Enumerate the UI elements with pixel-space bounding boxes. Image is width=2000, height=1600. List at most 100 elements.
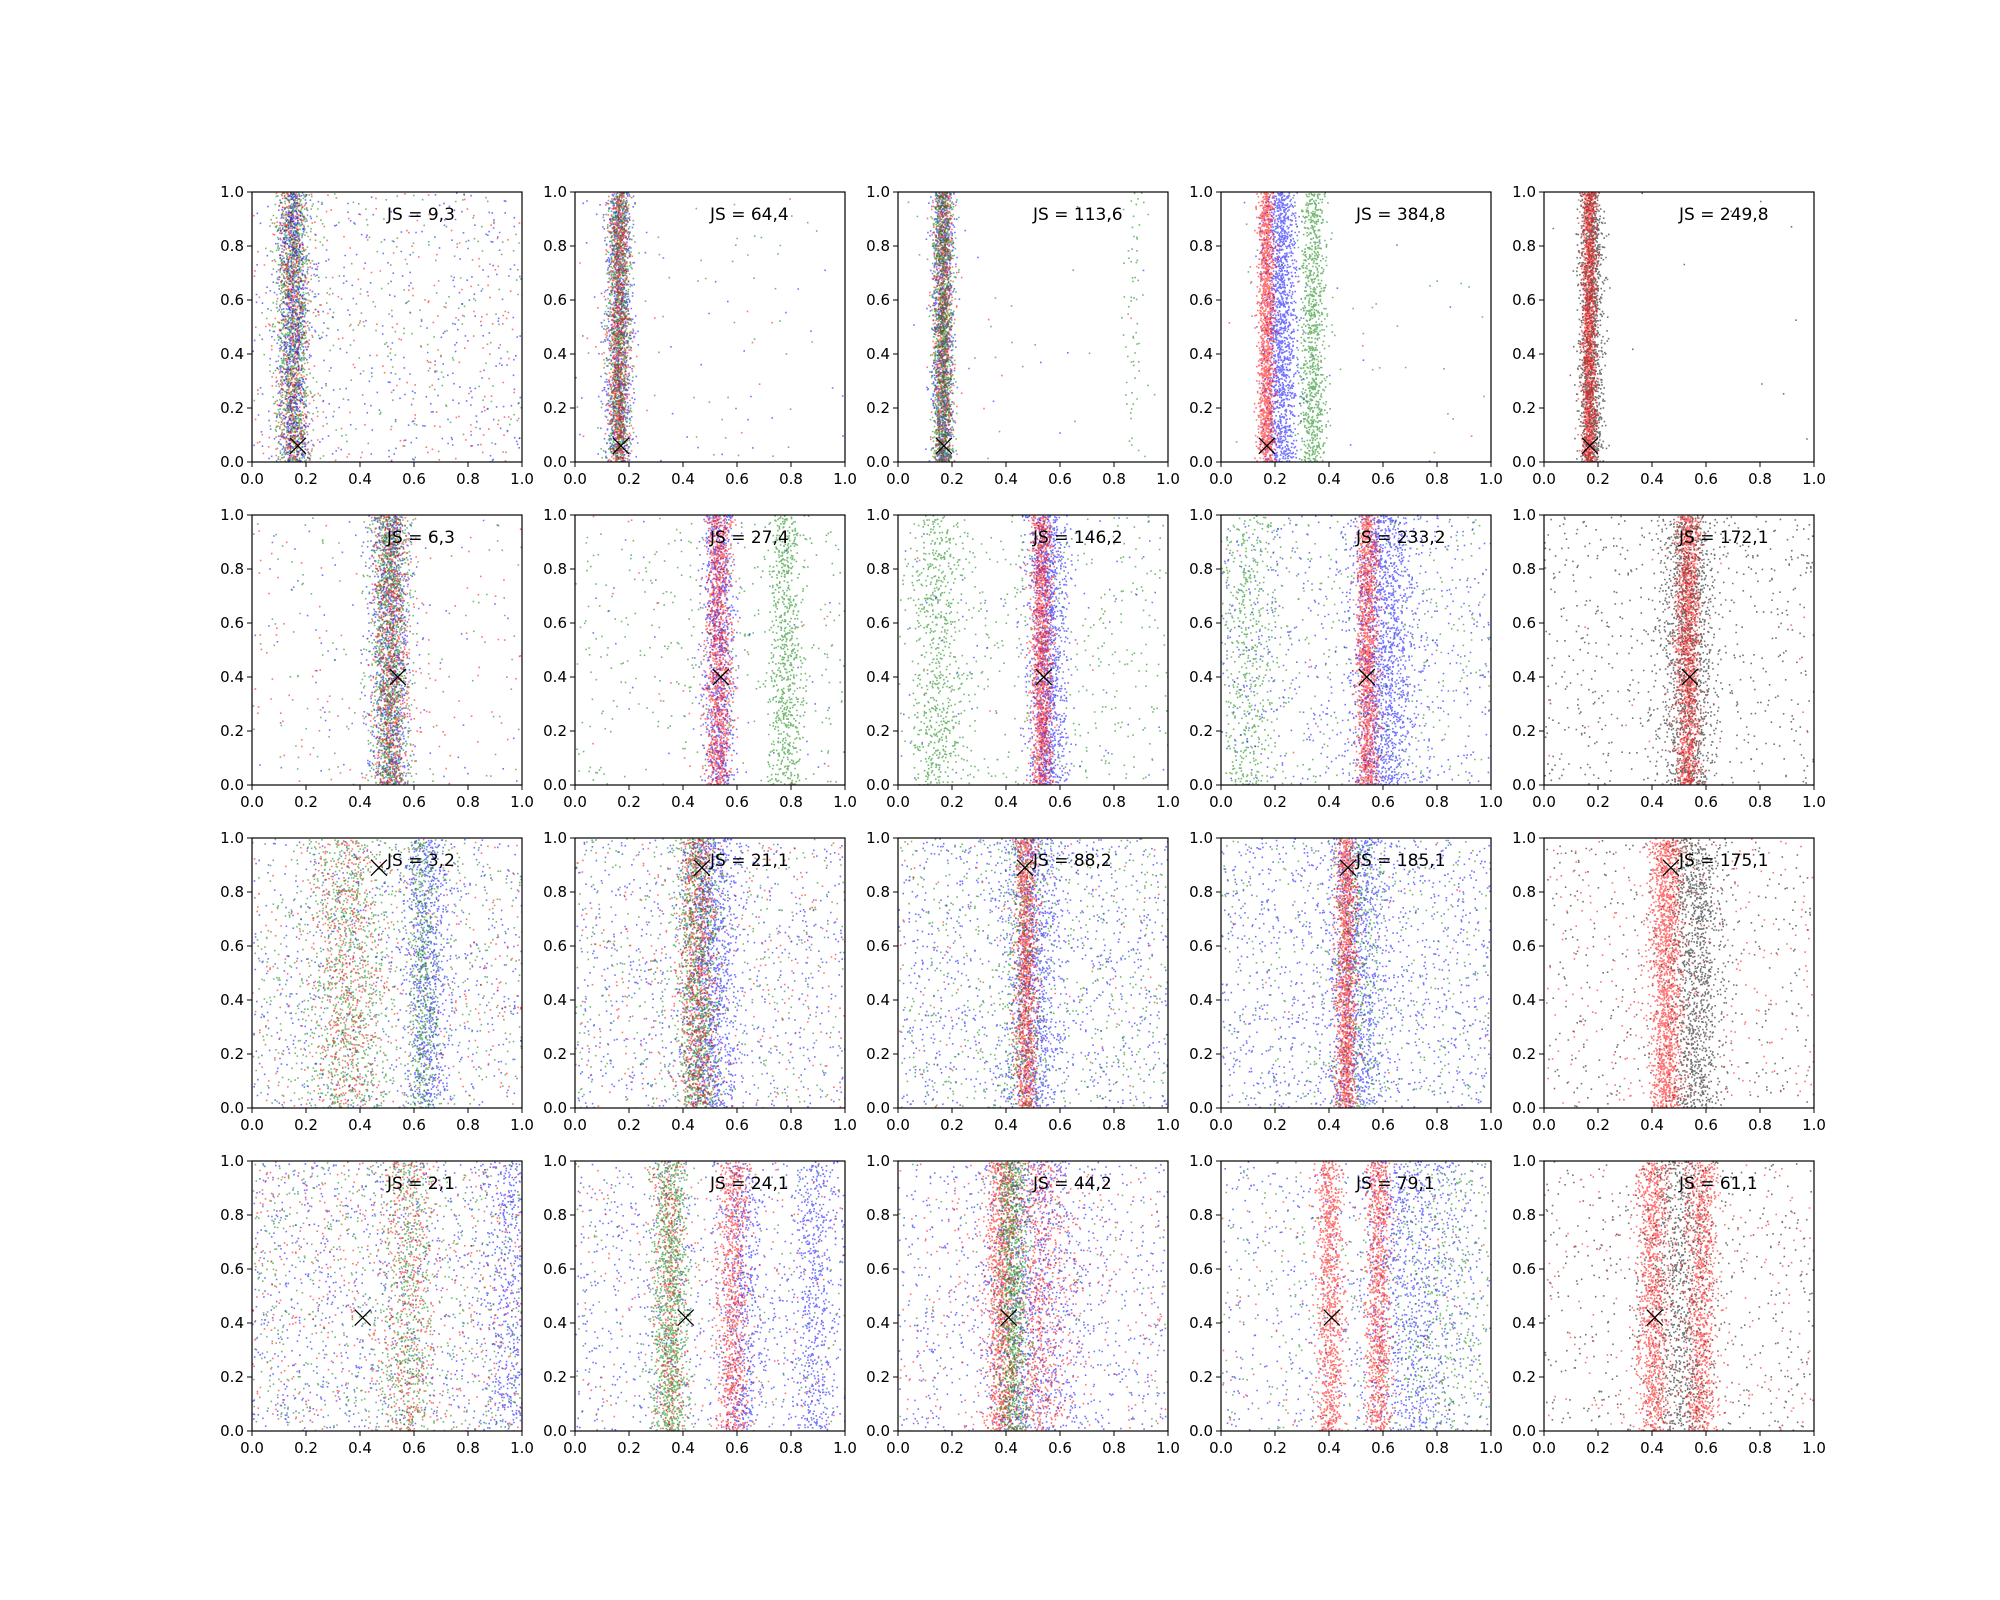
y-tick-label: 0.8	[866, 1206, 890, 1224]
y-tick-label: 0.0	[1189, 453, 1213, 471]
y-tick-label: 1.0	[220, 183, 244, 201]
x-tick-label: 0.4	[1317, 793, 1341, 811]
point-layer	[898, 838, 1169, 1110]
point-cluster	[575, 1162, 847, 1433]
x-tick-label: 0.2	[294, 1439, 318, 1457]
y-tick-label: 0.4	[220, 345, 244, 363]
x-tick-label: 0.6	[1048, 1439, 1072, 1457]
y-tick-label: 0.8	[1189, 1206, 1213, 1224]
y-tick-label: 0.2	[543, 1368, 567, 1386]
point-layer	[252, 192, 523, 464]
x-tick-label: 1.0	[833, 470, 857, 488]
point-cluster	[575, 838, 846, 1109]
y-tick-label: 0.6	[543, 937, 567, 955]
x-tick-label: 1.0	[1802, 1116, 1826, 1134]
x-tick-label: 0.0	[1532, 470, 1556, 488]
x-tick-label: 0.0	[563, 1116, 587, 1134]
y-tick-label: 0.4	[543, 668, 567, 686]
x-tick-label: 0.2	[940, 1439, 964, 1457]
js-score-label: JS = 79,1	[1355, 1174, 1435, 1194]
y-tick-label: 0.4	[1189, 991, 1213, 1009]
x-tick-label: 0.0	[563, 793, 587, 811]
point-layer	[575, 515, 846, 787]
x-tick-label: 0.6	[1694, 470, 1718, 488]
y-tick-label: 0.6	[866, 291, 890, 309]
x-tick-label: 0.4	[1317, 1439, 1341, 1457]
x-tick-label: 0.2	[1586, 793, 1610, 811]
js-score-label: JS = 384,8	[1355, 205, 1446, 225]
x-tick-label: 0.8	[1425, 1439, 1449, 1457]
y-tick-label: 0.6	[1189, 1260, 1213, 1278]
point-cluster	[1244, 192, 1452, 463]
x-tick-label: 0.4	[994, 1439, 1018, 1457]
x-tick-label: 0.2	[940, 1116, 964, 1134]
x-tick-label: 0.0	[240, 470, 264, 488]
point-layer	[894, 515, 1169, 787]
y-tick-label: 0.4	[220, 991, 244, 1009]
y-tick-label: 0.0	[866, 1422, 890, 1440]
y-tick-label: 1.0	[866, 829, 890, 847]
x-tick-label: 0.4	[671, 470, 695, 488]
y-tick-label: 0.6	[1512, 1260, 1536, 1278]
js-score-label: JS = 175,1	[1678, 851, 1769, 871]
x-tick-label: 0.8	[779, 1439, 803, 1457]
x-tick-label: 0.0	[240, 1116, 264, 1134]
scatter-panel-r3c0: 0.00.00.20.20.40.40.60.60.80.81.01.0JS =…	[220, 1152, 546, 1457]
scatter-panel-r0c2: 0.00.00.20.20.40.40.60.60.80.81.01.0JS =…	[866, 183, 1180, 488]
y-tick-label: 0.2	[543, 399, 567, 417]
x-marker	[678, 1310, 694, 1326]
js-score-label: JS = 88,2	[1032, 851, 1112, 871]
y-tick-label: 0.6	[866, 614, 890, 632]
point-cluster	[253, 839, 523, 1110]
point-cluster	[1229, 192, 1473, 463]
x-tick-label: 1.0	[1156, 1439, 1180, 1457]
y-tick-label: 0.2	[1189, 722, 1213, 740]
y-tick-label: 0.2	[1512, 722, 1536, 740]
point-cluster	[1199, 515, 1492, 786]
y-tick-label: 0.8	[1512, 1206, 1536, 1224]
x-tick-label: 1.0	[510, 1439, 534, 1457]
y-tick-label: 0.4	[220, 1314, 244, 1332]
y-tick-label: 0.2	[1512, 399, 1536, 417]
js-score-label: JS = 249,8	[1678, 205, 1769, 225]
x-tick-label: 0.2	[1263, 470, 1287, 488]
point-cluster	[894, 515, 1169, 787]
scatter-panel-r3c1: 0.00.00.20.20.40.40.60.60.80.81.01.0JS =…	[543, 1152, 857, 1457]
y-tick-label: 0.6	[1512, 937, 1536, 955]
point-cluster	[252, 1161, 523, 1432]
y-tick-label: 0.6	[543, 614, 567, 632]
point-cluster	[901, 515, 1165, 786]
y-tick-label: 0.4	[866, 345, 890, 363]
y-tick-label: 0.8	[866, 883, 890, 901]
x-tick-label: 0.4	[1640, 470, 1664, 488]
y-tick-label: 0.6	[543, 1260, 567, 1278]
x-tick-label: 0.4	[1317, 1116, 1341, 1134]
y-tick-label: 1.0	[1189, 183, 1213, 201]
y-tick-label: 1.0	[543, 506, 567, 524]
y-tick-label: 0.4	[1512, 668, 1536, 686]
y-tick-label: 0.0	[1189, 1099, 1213, 1117]
x-tick-label: 0.8	[456, 1116, 480, 1134]
point-cluster	[1553, 192, 1808, 463]
x-tick-label: 0.4	[1640, 1116, 1664, 1134]
y-tick-label: 0.8	[1189, 560, 1213, 578]
x-tick-label: 0.2	[940, 470, 964, 488]
x-tick-label: 0.0	[1532, 1116, 1556, 1134]
x-tick-label: 0.0	[1209, 793, 1233, 811]
y-tick-label: 0.8	[543, 1206, 567, 1224]
scatter-panel-r1c1: 0.00.00.20.20.40.40.60.60.80.81.01.0JS =…	[543, 506, 857, 811]
y-tick-label: 0.8	[543, 560, 567, 578]
y-tick-label: 0.0	[220, 453, 244, 471]
x-tick-label: 0.0	[240, 793, 264, 811]
x-tick-label: 1.0	[1156, 1116, 1180, 1134]
point-layer	[253, 515, 523, 787]
js-score-label: JS = 6,3	[386, 528, 455, 548]
x-tick-label: 0.6	[1694, 1116, 1718, 1134]
scatter-panel-r2c1: 0.00.00.20.20.40.40.60.60.80.81.01.0JS =…	[543, 829, 857, 1134]
y-tick-label: 0.2	[1189, 1368, 1213, 1386]
y-tick-label: 0.0	[220, 1099, 244, 1117]
y-tick-label: 0.2	[1189, 399, 1213, 417]
x-tick-label: 0.2	[294, 1116, 318, 1134]
point-cluster	[908, 192, 1156, 464]
y-tick-label: 0.6	[220, 1260, 244, 1278]
